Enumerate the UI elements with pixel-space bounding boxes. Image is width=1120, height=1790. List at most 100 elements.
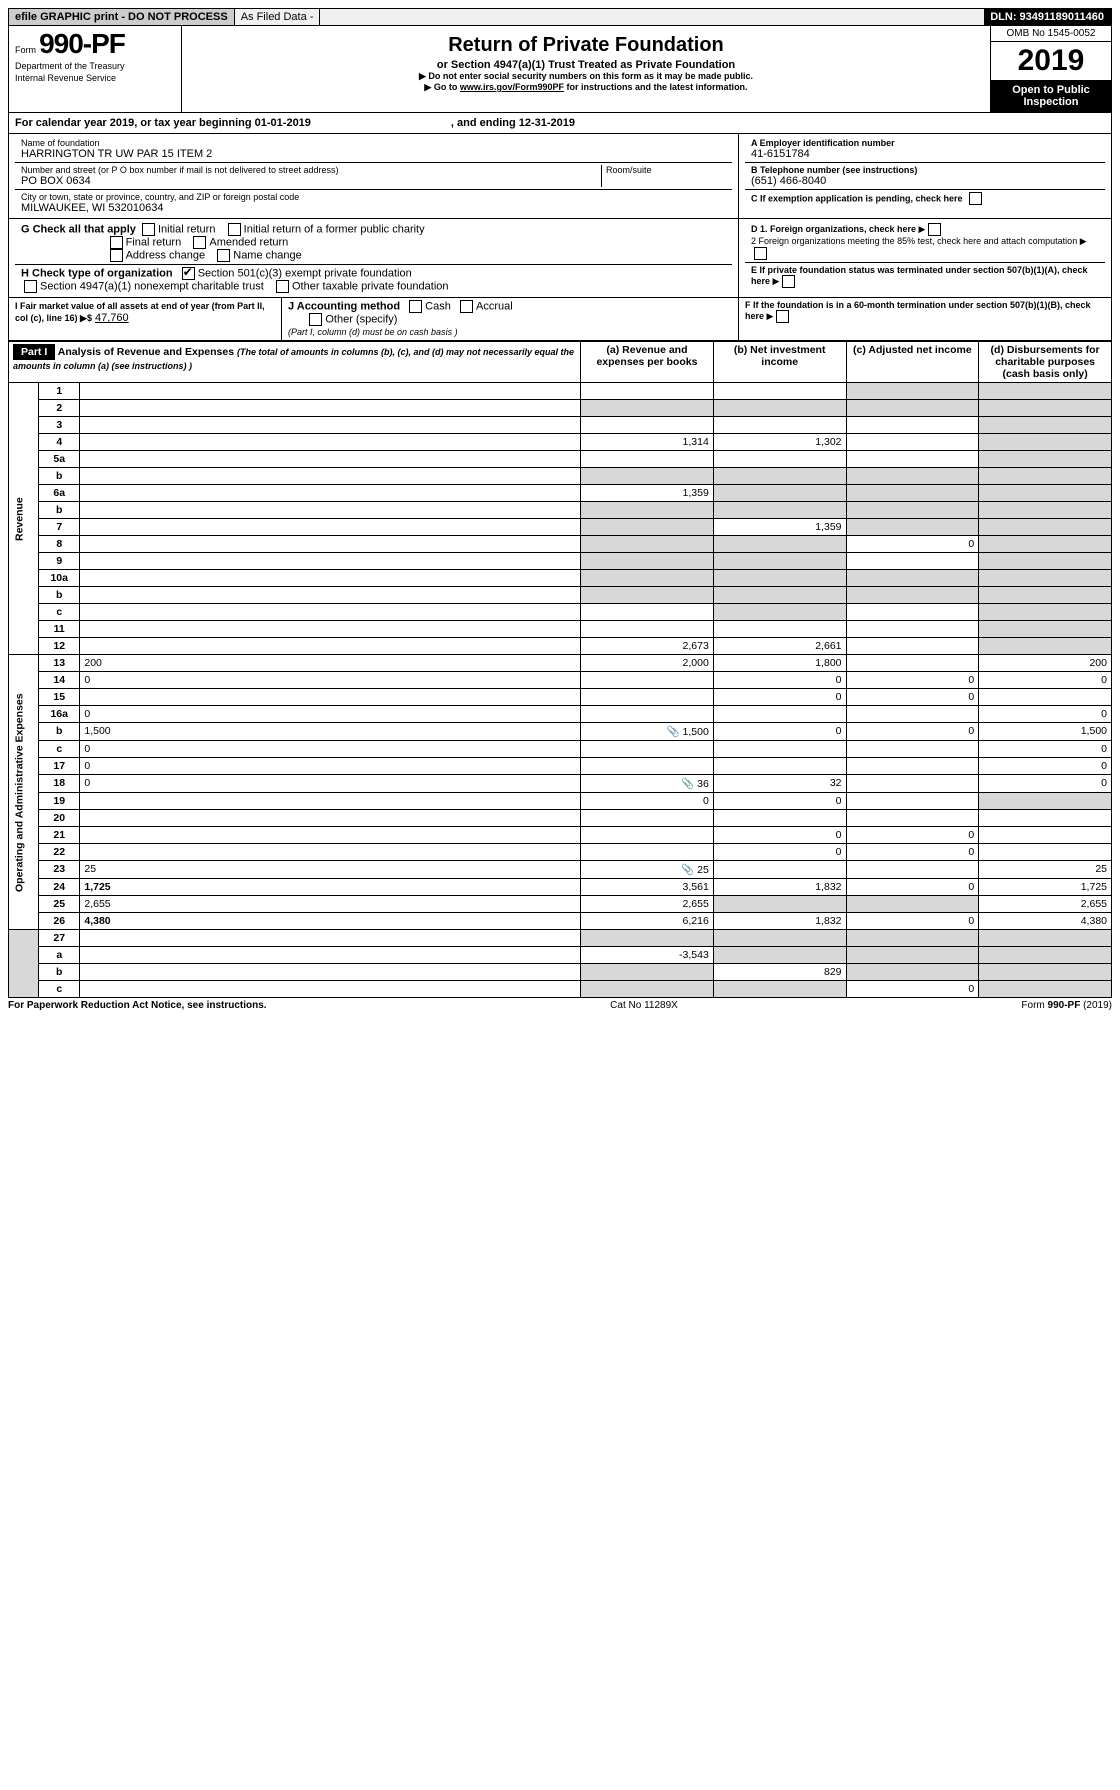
cell-b bbox=[713, 468, 846, 485]
line-desc bbox=[80, 417, 581, 434]
table-row: 10a bbox=[9, 570, 1112, 587]
cell-c bbox=[846, 706, 979, 723]
cell-a: 1,359 bbox=[581, 485, 714, 502]
h2-checkbox[interactable] bbox=[24, 280, 37, 293]
cell-d bbox=[979, 827, 1112, 844]
e-checkbox[interactable] bbox=[782, 275, 795, 288]
line-desc bbox=[80, 621, 581, 638]
cell-a: 2,000 bbox=[581, 655, 714, 672]
f-label: F If the foundation is in a 60-month ter… bbox=[745, 300, 1091, 321]
line-desc bbox=[80, 502, 581, 519]
cell-b bbox=[713, 485, 846, 502]
h2-label: Section 4947(a)(1) nonexempt charitable … bbox=[40, 280, 264, 292]
cell-c bbox=[846, 587, 979, 604]
line-number: 12 bbox=[39, 638, 80, 655]
cell-c: 0 bbox=[846, 981, 979, 998]
foundation-city: MILWAUKEE, WI 532010634 bbox=[21, 202, 726, 214]
g1-checkbox[interactable] bbox=[142, 223, 155, 236]
cell-a bbox=[581, 827, 714, 844]
cell-a bbox=[581, 964, 714, 981]
line-desc bbox=[80, 947, 581, 964]
cell-d: 0 bbox=[979, 775, 1112, 793]
line-number: 14 bbox=[39, 672, 80, 689]
cell-b bbox=[713, 706, 846, 723]
j3-checkbox[interactable] bbox=[309, 313, 322, 326]
cell-b bbox=[713, 604, 846, 621]
cell-b: 1,832 bbox=[713, 913, 846, 930]
line-number: 6a bbox=[39, 485, 80, 502]
line-number: b bbox=[39, 723, 80, 741]
cell-b bbox=[713, 930, 846, 947]
table-row: 1700 bbox=[9, 758, 1112, 775]
cell-b: 32 bbox=[713, 775, 846, 793]
line-number: 9 bbox=[39, 553, 80, 570]
g1-label: Initial return bbox=[158, 223, 215, 235]
cell-b bbox=[713, 947, 846, 964]
j2-checkbox[interactable] bbox=[460, 300, 473, 313]
table-row: 16a00 bbox=[9, 706, 1112, 723]
cal-end: , and ending 12-31-2019 bbox=[451, 117, 575, 129]
cell-b: 0 bbox=[713, 827, 846, 844]
f-checkbox[interactable] bbox=[776, 310, 789, 323]
section-label: Operating and Administrative Expenses bbox=[9, 655, 39, 930]
cell-c bbox=[846, 758, 979, 775]
cell-c: 0 bbox=[846, 844, 979, 861]
cell-a bbox=[581, 981, 714, 998]
line-number: 15 bbox=[39, 689, 80, 706]
line-desc bbox=[80, 383, 581, 400]
h1-checkbox[interactable] bbox=[182, 267, 195, 280]
irs-link[interactable]: www.irs.gov/Form990PF bbox=[460, 82, 564, 92]
col-a-hdr: (a) Revenue and expenses per books bbox=[581, 342, 714, 383]
table-row: b bbox=[9, 468, 1112, 485]
cell-d: 25 bbox=[979, 861, 1112, 879]
irs-label: Internal Revenue Service bbox=[15, 73, 116, 83]
g2-label: Initial return of a former public charit… bbox=[244, 223, 425, 235]
checks-block: G Check all that apply Initial return In… bbox=[8, 219, 1112, 298]
room-label: Room/suite bbox=[606, 165, 726, 175]
table-row: b bbox=[9, 502, 1112, 519]
line-desc: 2,655 bbox=[80, 896, 581, 913]
table-row: 2325📎 2525 bbox=[9, 861, 1112, 879]
h3-checkbox[interactable] bbox=[276, 280, 289, 293]
cell-b bbox=[713, 570, 846, 587]
line-number: 18 bbox=[39, 775, 80, 793]
g4-label: Amended return bbox=[209, 236, 288, 248]
table-row: 11 bbox=[9, 621, 1112, 638]
g2-checkbox[interactable] bbox=[228, 223, 241, 236]
cell-b bbox=[713, 417, 846, 434]
g6-checkbox[interactable] bbox=[217, 249, 230, 262]
g3-checkbox[interactable] bbox=[110, 236, 123, 249]
cell-c bbox=[846, 451, 979, 468]
cell-a: 2,655 bbox=[581, 896, 714, 913]
tel-value: (651) 466-8040 bbox=[751, 175, 1099, 187]
line-number: 3 bbox=[39, 417, 80, 434]
cell-c: 0 bbox=[846, 913, 979, 930]
d1-checkbox[interactable] bbox=[928, 223, 941, 236]
line-number: 20 bbox=[39, 810, 80, 827]
cell-c bbox=[846, 417, 979, 434]
cell-b: 1,302 bbox=[713, 434, 846, 451]
cell-a: 0 bbox=[581, 793, 714, 810]
line-number: 11 bbox=[39, 621, 80, 638]
line-desc bbox=[80, 587, 581, 604]
col-c-hdr: (c) Adjusted net income bbox=[846, 342, 979, 383]
col-d-hdr: (d) Disbursements for charitable purpose… bbox=[979, 342, 1112, 383]
cell-d: 0 bbox=[979, 672, 1112, 689]
j1-checkbox[interactable] bbox=[409, 300, 422, 313]
line-desc bbox=[80, 604, 581, 621]
cell-a bbox=[581, 604, 714, 621]
cell-b: 0 bbox=[713, 672, 846, 689]
cell-b bbox=[713, 861, 846, 879]
table-row: c bbox=[9, 604, 1112, 621]
c-label: C If exemption application is pending, c… bbox=[751, 193, 963, 203]
c-checkbox[interactable] bbox=[969, 192, 982, 205]
cell-a bbox=[581, 930, 714, 947]
g4-checkbox[interactable] bbox=[193, 236, 206, 249]
tax-year: 2019 bbox=[991, 42, 1111, 80]
line-desc bbox=[80, 689, 581, 706]
cell-a bbox=[581, 758, 714, 775]
cell-b bbox=[713, 451, 846, 468]
d2-checkbox[interactable] bbox=[754, 247, 767, 260]
g5-checkbox[interactable] bbox=[110, 249, 123, 262]
table-row: Revenue1 bbox=[9, 383, 1112, 400]
